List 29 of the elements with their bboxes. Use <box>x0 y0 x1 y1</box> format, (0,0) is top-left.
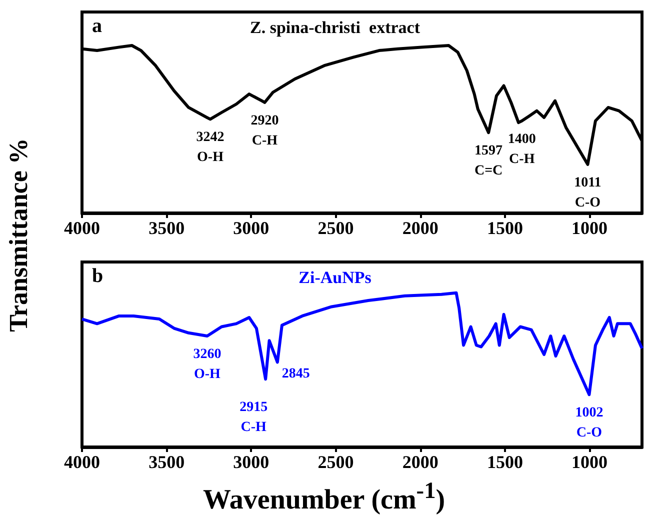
x-tick-label: 1500 <box>486 218 523 238</box>
x-tick-label: 2000 <box>402 452 438 472</box>
x-tick-label: 3000 <box>233 218 270 238</box>
x-tick-label: 3000 <box>233 452 270 472</box>
annotation: 2845 <box>282 366 310 382</box>
x-tick-label: 1000 <box>572 218 608 238</box>
annotation: 1400 C-H <box>508 132 536 167</box>
x-tick-label: 1500 <box>486 452 523 472</box>
text: a <box>92 15 102 37</box>
x-tick-label: 4000 <box>64 452 100 472</box>
x-tick-label: 2000 <box>402 218 438 238</box>
annotation: 2920 C-H <box>250 113 279 148</box>
x-tick-label: 2500 <box>318 452 354 472</box>
x-tick-label: 2500 <box>318 218 354 238</box>
annotation: 2915 C-H <box>240 400 268 436</box>
text: b <box>92 265 104 287</box>
x-tick-label: 3500 <box>148 218 185 238</box>
x-tick-label: 1000 <box>572 452 608 472</box>
annotation: 1597 C=C <box>474 144 503 179</box>
x-tick-label: 3500 <box>148 452 185 472</box>
annotation: 1011 C-O <box>574 175 602 210</box>
y-axis-title: Transmittance % <box>4 137 34 334</box>
annotation: 1002 C-O <box>575 406 604 441</box>
chart-title: Z. spina-christi extract <box>250 18 420 37</box>
x-axis-title: Wavenumber (cm$^{-1}$) <box>202 478 446 516</box>
annotation: 3242 O-H <box>196 130 224 166</box>
chart-title: Zi-AuNPs <box>298 268 372 287</box>
annotation: 3260 O-H <box>193 347 222 382</box>
x-tick-label: 4000 <box>64 218 100 238</box>
